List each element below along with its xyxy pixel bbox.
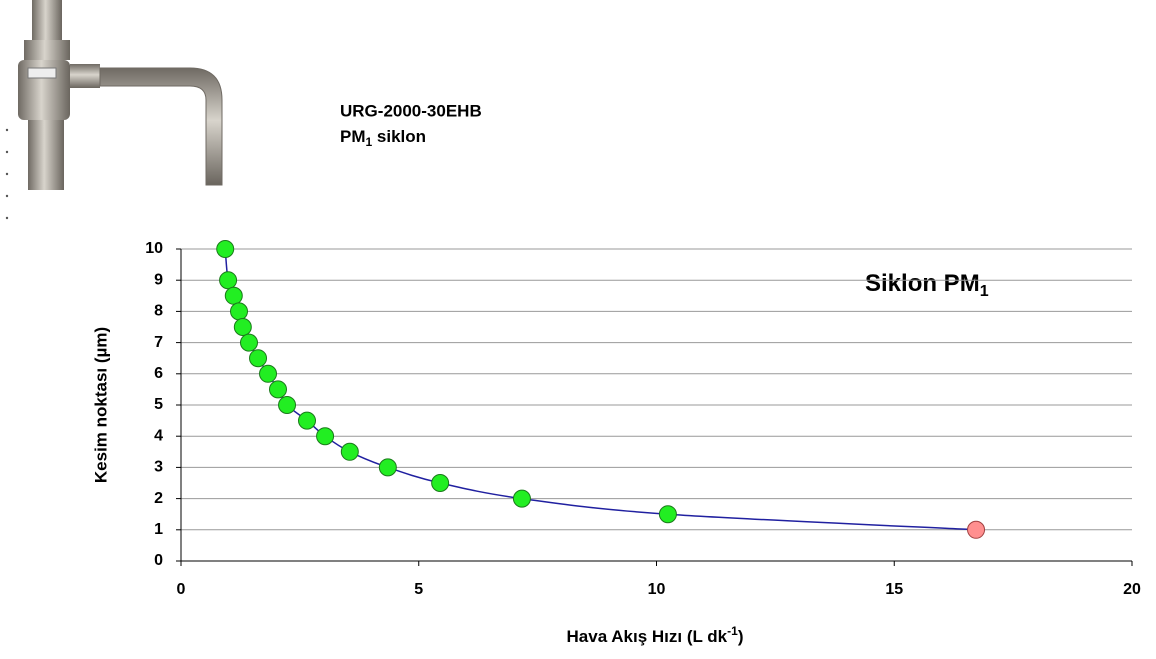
point-marker [233, 318, 252, 336]
cyclone-label-sub: 1 [366, 135, 373, 149]
y-tick-label: 9 [154, 271, 163, 288]
point-marker [224, 286, 243, 305]
point-marker [239, 333, 258, 352]
point-marker [269, 380, 288, 399]
y-tick-label: 1 [154, 521, 163, 538]
x-axis-label: Hava Akış Hızı (L dk-1) [567, 624, 744, 646]
point-marker [431, 474, 450, 492]
x-tick-label: 10 [648, 581, 666, 598]
y-tick-label: 7 [154, 334, 163, 351]
bullets [5, 128, 9, 220]
x-label-sup: -1 [727, 624, 738, 638]
y-tick-label: 4 [154, 427, 163, 444]
y-tick-label: 6 [154, 365, 163, 382]
point-marker [378, 458, 397, 477]
point-marker [658, 505, 677, 524]
model-label: URG-2000-30EHB [340, 101, 482, 120]
x-label-end: ) [738, 627, 744, 646]
y-axis-label: Kesim noktası (µm) [91, 327, 110, 483]
y-tick-label: 8 [154, 303, 163, 320]
point-marker [249, 349, 268, 368]
title-sub: 1 [980, 283, 989, 300]
title-main: Siklon PM [865, 270, 980, 297]
point-marker [230, 302, 249, 321]
x-tick-label: 15 [885, 581, 903, 598]
point-marker [967, 520, 986, 539]
y-tick-label: 0 [154, 552, 163, 569]
cyclone-image [18, 0, 223, 190]
x-tick-label: 0 [177, 581, 186, 598]
y-tick-label: 2 [154, 490, 163, 507]
cyclone-label-rest: siklon [372, 127, 426, 146]
cyclone-label-main: PM [340, 127, 366, 146]
x-label-main: Hava Akış Hızı (L dk [567, 627, 728, 646]
x-tick-label: 20 [1123, 581, 1141, 598]
y-tick-label: 5 [154, 396, 163, 413]
x-tick-label: 5 [414, 581, 423, 598]
point-marker [512, 489, 531, 508]
cyclone-label: PM1 siklon [340, 127, 426, 149]
point-marker [259, 364, 278, 383]
chart-title: Siklon PM1 [865, 270, 989, 300]
y-tick-label: 10 [145, 240, 163, 257]
point-marker [316, 427, 335, 446]
point-marker [298, 411, 317, 430]
y-tick-label: 3 [154, 459, 163, 476]
point-marker [216, 240, 235, 258]
point-marker [340, 442, 359, 461]
point-marker [278, 396, 297, 414]
point-marker [219, 271, 238, 290]
curve-line [224, 248, 977, 531]
